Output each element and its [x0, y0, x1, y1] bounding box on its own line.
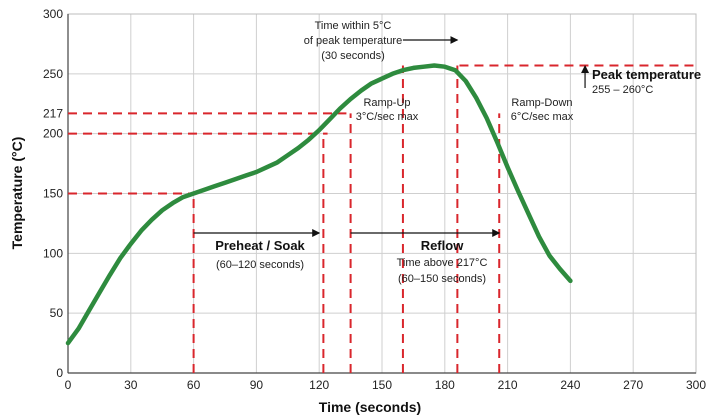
- ramp-down-label-line2: 6°C/sec max: [511, 111, 574, 123]
- peak-temperature-range: 255 – 260°C: [592, 84, 653, 96]
- peak-temperature-title: Peak temperature: [592, 67, 701, 82]
- reflow-title: Reflow: [421, 238, 465, 253]
- y-tick-label: 150: [43, 187, 63, 201]
- grid: [68, 14, 696, 373]
- x-tick-label: 180: [435, 378, 455, 392]
- y-tick-label: 300: [43, 7, 63, 21]
- x-tick-label: 210: [498, 378, 518, 392]
- ramp-up-label-line1: Ramp-Up: [363, 97, 410, 109]
- ramp-down-label-line1: Ramp-Down: [511, 97, 572, 109]
- ramp-up-label-line2: 3°C/sec max: [356, 111, 419, 123]
- x-axis-title: Time (seconds): [319, 399, 421, 415]
- y-tick-label: 0: [56, 366, 63, 380]
- y-tick-label: 200: [43, 127, 63, 141]
- y-tick-label: 250: [43, 67, 63, 81]
- y-tick-label: 50: [50, 306, 64, 320]
- x-tick-label: 270: [623, 378, 643, 392]
- peak-window-label-line2: of peak temperature: [304, 35, 402, 47]
- reflow-time-above-label: Time above 217°C: [397, 257, 488, 269]
- temperature-profile-line: [65, 63, 573, 346]
- preheat-soak-title: Preheat / Soak: [215, 238, 305, 253]
- x-tick-label: 240: [560, 378, 580, 392]
- y-tick-label: 217: [43, 106, 63, 120]
- x-tick-label: 0: [65, 378, 72, 392]
- peak-window-label-line3: (30 seconds): [321, 50, 385, 62]
- x-tick-label: 30: [124, 378, 138, 392]
- x-tick-label: 120: [309, 378, 329, 392]
- y-axis-title: Temperature (°C): [9, 137, 25, 250]
- y-tick-label: 100: [43, 246, 63, 260]
- x-tick-label: 90: [250, 378, 264, 392]
- annotation-arrows: [193, 36, 590, 237]
- guide-lines: [68, 64, 696, 373]
- x-tick-label: 150: [372, 378, 392, 392]
- series-layer: [65, 63, 573, 346]
- reflow-range: (60–150 seconds): [398, 273, 486, 285]
- preheat-soak-range: (60–120 seconds): [216, 259, 304, 271]
- axis-ticks: 0 30 60 90 120 150 180 210 240 270 300 0 50 100 150 200…: [43, 7, 706, 392]
- x-tick-label: 60: [187, 378, 201, 392]
- x-tick-label: 300: [686, 378, 706, 392]
- peak-window-label-line1: Time within 5°C: [315, 20, 392, 32]
